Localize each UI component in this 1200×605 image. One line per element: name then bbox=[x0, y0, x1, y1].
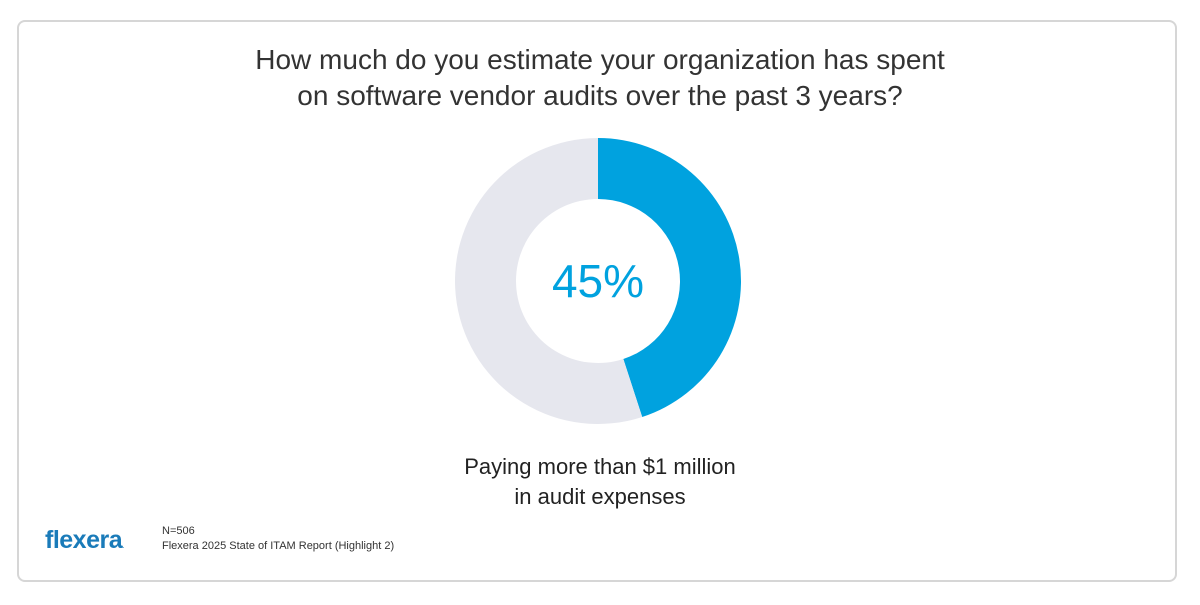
donut-slice-remainder bbox=[454, 138, 643, 425]
slice-caption-line-1: Paying more than $1 million bbox=[464, 454, 736, 479]
chart-card bbox=[17, 20, 1177, 582]
source-citation: Flexera 2025 State of ITAM Report (Highl… bbox=[162, 540, 395, 552]
slice-caption-line-2: in audit expenses bbox=[514, 484, 686, 509]
donut-center-value: 45% bbox=[552, 255, 644, 307]
chart-title: How much do you estimate your organizati… bbox=[0, 42, 1200, 114]
logo-mark: . bbox=[122, 541, 124, 550]
sample-size: N=506 bbox=[162, 525, 195, 537]
flexera-logo: flexera. bbox=[45, 526, 124, 555]
slice-caption: Paying more than $1 million in audit exp… bbox=[0, 452, 1200, 512]
chart-title-line-2: on software vendor audits over the past … bbox=[297, 80, 903, 111]
logo-text: flexera bbox=[45, 526, 123, 554]
footnote: N=506 Flexera 2025 State of ITAM Report … bbox=[162, 524, 394, 554]
donut-slice-highlight bbox=[598, 138, 741, 418]
chart-title-line-1: How much do you estimate your organizati… bbox=[255, 44, 945, 75]
